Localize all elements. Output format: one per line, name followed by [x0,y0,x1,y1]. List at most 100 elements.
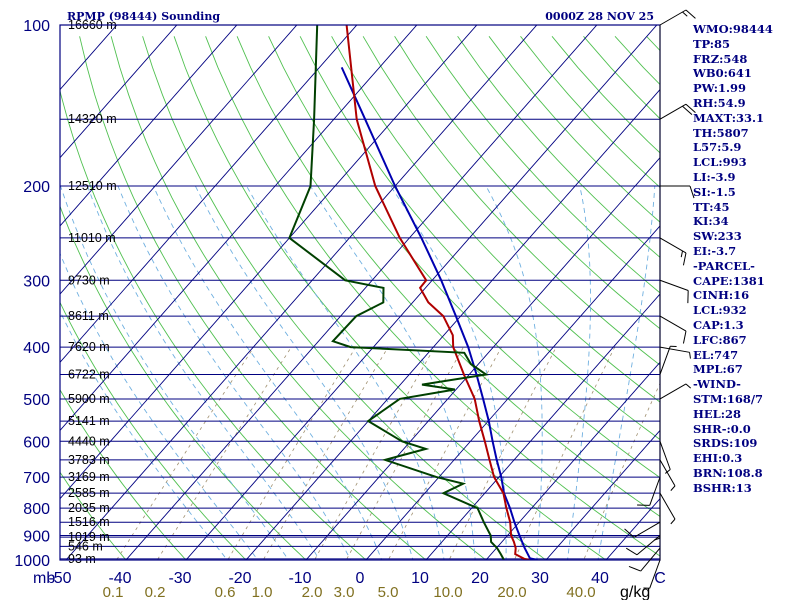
parcel-path-line [340,66,538,560]
index-item: CAPE:1381 [693,273,765,288]
wind-barb [659,345,677,375]
dry-adiabat [60,89,367,560]
index-item: LCL:993 [693,155,747,170]
height-label: 546 m [68,539,103,553]
dry-adiabat [457,36,660,258]
index-item: SHR-:0.0 [693,421,751,436]
index-item: WB0:641 [693,66,752,81]
moist-adiabat [117,185,352,560]
isotherm [60,25,478,500]
wind-barb [628,547,661,572]
index-item: -WIND- [693,377,741,392]
dry-adiabat [110,36,487,560]
index-item: LFC:867 [693,332,747,347]
temperature-tick-label: -50 [48,570,71,587]
height-label: 2585 m [68,486,110,500]
dry-adiabat [60,388,187,560]
plot-background [60,25,660,560]
index-item: CAP:1.3 [693,317,744,332]
wind-barb [659,492,676,525]
isotherm [245,88,660,560]
mixing-ratio-tick-label: 2.0 [302,584,323,600]
moist-adiabat [152,185,383,560]
pressure-tick-label: 800 [23,501,50,518]
pressure-tick-label: 100 [23,18,50,35]
index-item: SW:233 [693,229,742,244]
isotherm [60,25,178,159]
moist-adiabat [567,186,591,560]
dry-adiabat [331,36,660,403]
dry-adiabat [299,36,660,441]
index-item: EL:747 [693,347,739,362]
wind-barb-feather [685,9,696,19]
height-label: 1516 m [68,515,110,529]
wind-barb-staff [649,476,661,506]
index-item: SRDS:109 [693,436,758,451]
wind-barb-feather [628,565,641,572]
wind-barb [643,559,661,589]
isotherm [60,25,358,363]
dry-adiabat [268,36,660,479]
mixing-ratio-tick-label: 40.0 [566,584,595,600]
chart-title: RPMP (98444) Sounding [67,10,220,23]
index-item: TT:45 [693,199,730,214]
isotherm [365,225,660,560]
wind-barb [659,279,689,304]
isotherm [65,25,538,560]
index-item: TP:85 [693,36,731,51]
height-label: 3783 m [68,453,110,467]
pressure-tick-label: 400 [23,340,50,357]
mixing-ratio-tick-label: 0.2 [145,584,166,600]
isotherm [60,25,238,227]
index-item: RH:54.9 [693,95,746,110]
index-item: BSHR:13 [693,480,752,495]
wind-barb [659,459,676,491]
wind-barb [625,535,661,556]
wind-barb-staff [659,9,687,26]
isotherm [125,25,598,560]
temperature-tick-label: 40 [591,570,609,587]
moist-adiabat [246,185,445,560]
mixing-ratio-unit-label: g/kg [620,584,650,600]
wind-barb-half-feather [670,485,676,491]
isotherm [0,1,18,572]
wind-barb-staff [649,559,661,589]
mixing-ratio-tick-label: 5.0 [378,584,399,600]
height-label: 2035 m [68,501,110,515]
dry-adiabat [60,301,247,560]
isotherm [185,25,658,560]
pressure-tick-label: 700 [23,470,50,487]
moist-adiabat [194,185,414,560]
mixing-ratio-line [583,382,660,560]
temperature-tick-label: C [654,570,666,587]
wind-barb [659,441,671,474]
wind-barb-staff [659,237,687,254]
height-label: 11010 m [68,231,116,245]
mixing-ratio-tick-label: 0.1 [103,584,124,600]
stability-index-panel: WMO:98444 TP:85 FRZ:548 WB0:641 PW:1.99 RH:54… [693,22,798,496]
pressure-tick-label: 300 [23,273,50,290]
temperature-tick-label: 0 [356,570,365,587]
pressure-unit-label: mb [33,570,55,587]
wind-barb-staff [659,492,676,520]
wind-barb-staff [659,383,687,400]
wind-barb-half-feather [689,352,691,359]
wind-barb-feather [682,105,693,115]
height-label: 14320 m [68,112,117,126]
wind-barb-half-feather [682,11,688,17]
mixing-ratio-tick-label: 3.0 [334,584,355,600]
index-item: L57:5.9 [693,140,742,155]
wind-barb-staff [659,279,689,291]
moist-adiabat [485,185,543,560]
height-label: 7620 m [68,340,110,354]
wind-barb [659,237,687,266]
wind-barb [659,346,691,359]
wind-barb-staff [659,346,690,353]
temperature-tick-label: -20 [228,570,251,587]
pressure-tick-label: 900 [23,529,50,546]
height-label: 5900 m [68,392,110,406]
isotherm [60,25,298,295]
height-label: 8611 m [68,309,109,323]
wind-barb-half-feather [680,250,684,258]
